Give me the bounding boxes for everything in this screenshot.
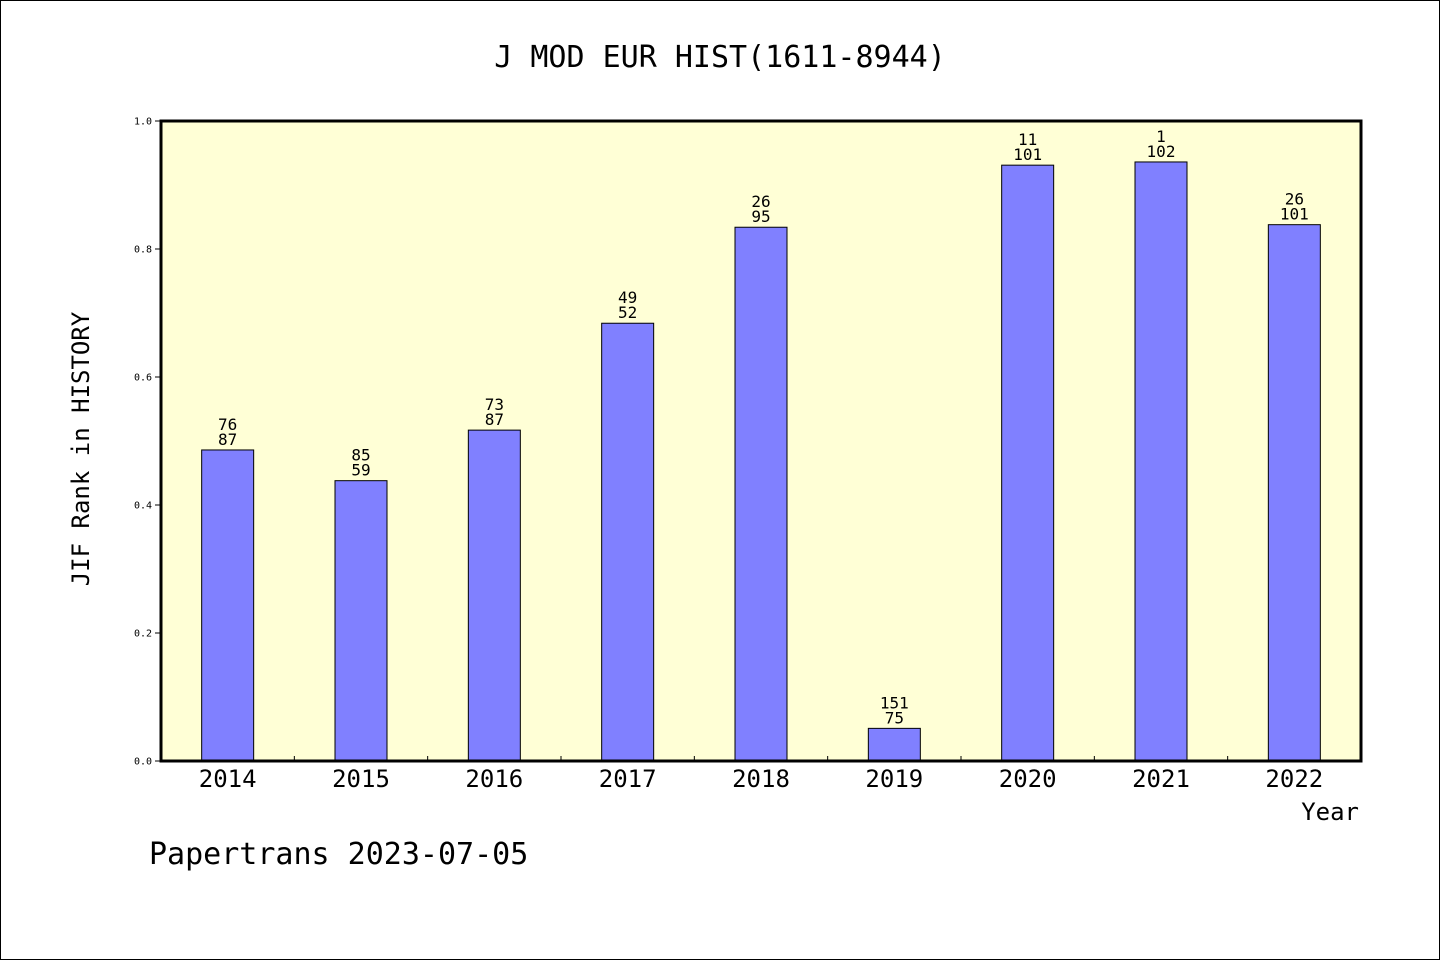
- bar-label-top: 11: [1018, 130, 1037, 149]
- bar-label-bottom: 101: [1013, 145, 1042, 164]
- bar-2014: [201, 449, 255, 762]
- bar-label-top: 85: [351, 446, 370, 465]
- bar-2021: [1134, 161, 1188, 762]
- bar-label-bottom: 101: [1280, 205, 1309, 224]
- x-tick-label: 2018: [732, 765, 790, 793]
- x-tick-label: 2022: [1265, 765, 1323, 793]
- y-tick-label: 0.0: [134, 757, 152, 768]
- y-tick-label: 1.0: [134, 117, 152, 128]
- y-tick-label: 0.2: [134, 629, 152, 640]
- y-axis-ticks: 0.0 0.2 0.4 0.6 0.8 1.0: [134, 117, 161, 768]
- bar-label-top: 73: [485, 395, 504, 414]
- bar-label-bottom: 102: [1147, 142, 1176, 161]
- bar-label-bottom: 87: [218, 430, 237, 449]
- bar-2017: [601, 322, 655, 762]
- bar-label-top: 26: [751, 192, 770, 211]
- footer-text: Papertrans 2023-07-05: [149, 837, 528, 872]
- bar-label-bottom: 95: [751, 207, 770, 226]
- y-tick-label: 0.6: [134, 373, 152, 384]
- bar-label-top: 76: [218, 415, 237, 434]
- bar-2020: [1001, 164, 1055, 762]
- bar-2015: [334, 480, 388, 762]
- bar-label-bottom: 59: [351, 461, 370, 480]
- bar-2018: [734, 226, 788, 762]
- x-tick-label: 2021: [1132, 765, 1190, 793]
- x-tick-label: 2017: [599, 765, 657, 793]
- y-tick-label: 0.4: [134, 501, 152, 512]
- bar-label-top: 49: [618, 288, 637, 307]
- bar-2022: [1267, 224, 1321, 762]
- bar-2019: [867, 727, 921, 762]
- y-tick-label: 0.8: [134, 245, 152, 256]
- plot-frame: [159, 119, 1363, 763]
- bar-2016: [467, 429, 521, 762]
- bar-label-bottom: 52: [618, 303, 637, 322]
- x-tick-label: 2015: [332, 765, 390, 793]
- bar-label-top: 26: [1285, 190, 1304, 209]
- bar-label-top: 151: [880, 693, 909, 712]
- x-axis-label: Year: [1301, 798, 1359, 826]
- y-axis-label: JIF Rank in HISTORY: [67, 311, 95, 586]
- bar-label-bottom: 75: [885, 708, 904, 727]
- bar-label-top: 1: [1156, 127, 1166, 146]
- x-tick-label: 2014: [199, 765, 257, 793]
- x-tick-label: 2016: [465, 765, 523, 793]
- bar-label-bottom: 87: [485, 410, 504, 429]
- x-tick-label: 2020: [999, 765, 1057, 793]
- chart-title: J MOD EUR HIST(1611-8944): [494, 40, 946, 75]
- x-tick-label: 2019: [865, 765, 923, 793]
- x-axis-ticks: 2014 2015 2016 2017 2018 2019 2020 2021 2022: [199, 756, 1323, 793]
